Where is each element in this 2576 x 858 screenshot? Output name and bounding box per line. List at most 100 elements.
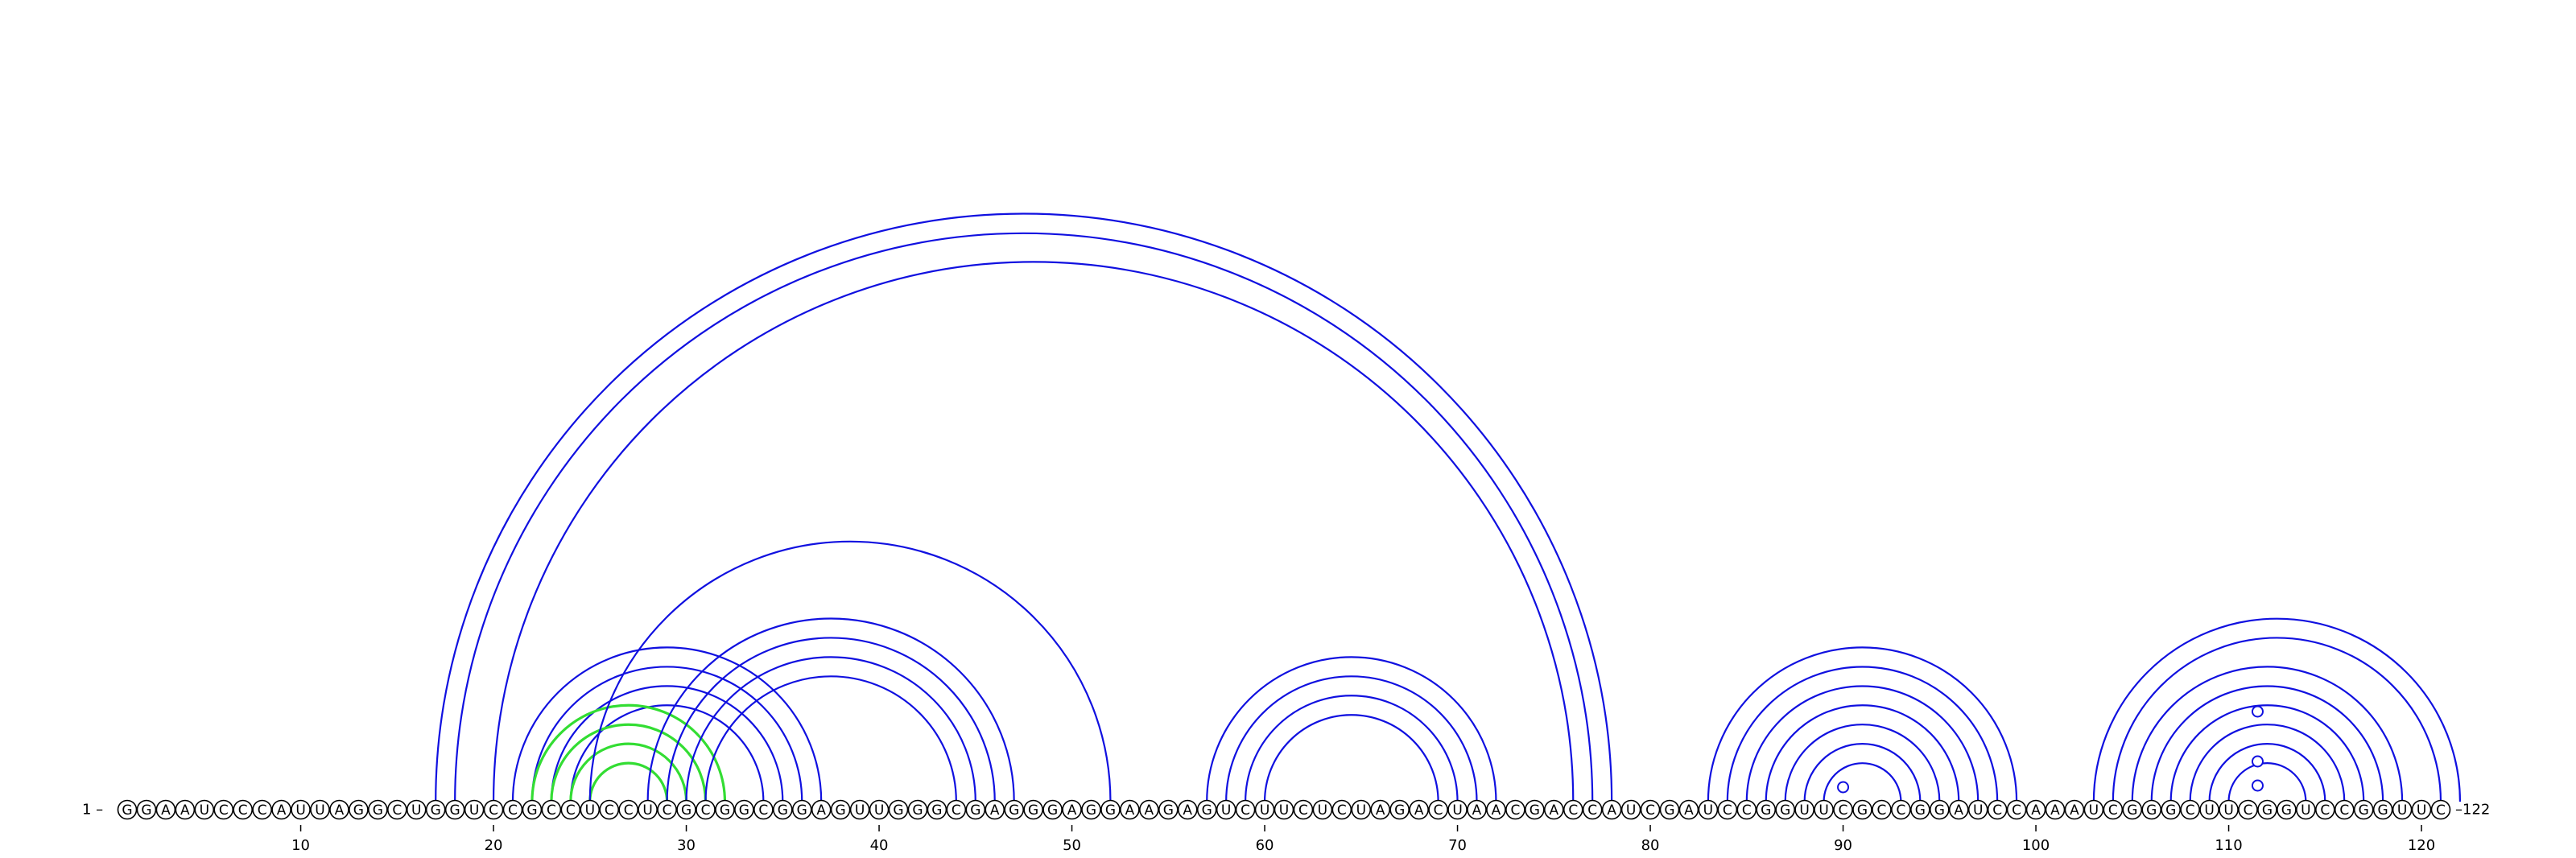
nucleotide-37: A xyxy=(812,801,831,819)
svg-text:G: G xyxy=(1934,802,1945,819)
axis-tick-label: 90 xyxy=(1834,837,1852,854)
nucleotide-90: C xyxy=(1834,801,1852,819)
svg-text:C: C xyxy=(1742,802,1752,819)
nucleotide-52: G xyxy=(1101,801,1120,819)
nucleotide-120: U xyxy=(2413,801,2431,819)
base-pair-arc-103-122 xyxy=(2094,619,2460,802)
svg-text:U: U xyxy=(642,802,652,819)
nucleotide-19: U xyxy=(465,801,484,819)
nucleotide-117: G xyxy=(2355,801,2373,819)
svg-text:G: G xyxy=(2127,802,2137,819)
svg-text:U: U xyxy=(1626,802,1636,819)
nucleotide-47: G xyxy=(1005,801,1023,819)
nucleotide-73: C xyxy=(1506,801,1525,819)
svg-text:C: C xyxy=(258,802,267,819)
svg-text:G: G xyxy=(931,802,942,819)
nucleotide-62: C xyxy=(1294,801,1312,819)
axis-tick-label: 120 xyxy=(2408,837,2435,854)
nucleotide-34: C xyxy=(754,801,773,819)
base-pair-arc-86-96 xyxy=(1766,705,1959,802)
svg-text:G: G xyxy=(1915,802,1926,819)
nucleotide-35: G xyxy=(774,801,792,819)
nucleotide-16: U xyxy=(407,801,426,819)
nucleotide-9: A xyxy=(272,801,291,819)
svg-text:G: G xyxy=(1028,802,1038,819)
nucleotide-13: G xyxy=(349,801,368,819)
nucleotide-99: C xyxy=(2008,801,2026,819)
nucleotide-77: C xyxy=(1583,801,1602,819)
svg-text:A: A xyxy=(990,802,1000,819)
nucleotide-51: G xyxy=(1082,801,1100,819)
svg-text:G: G xyxy=(1047,802,1058,819)
base-pair-arc-21-37 xyxy=(513,647,821,802)
nucleotide-78: A xyxy=(1603,801,1621,819)
svg-text:C: C xyxy=(701,802,711,819)
svg-text:C: C xyxy=(1510,802,1520,819)
svg-text:G: G xyxy=(1780,802,1790,819)
nucleotide-58: U xyxy=(1217,801,1236,819)
nucleotide-11: U xyxy=(311,801,329,819)
nucleotide-18: G xyxy=(446,801,464,819)
nucleotide-97: U xyxy=(1969,801,1988,819)
nucleotide-69: C xyxy=(1429,801,1447,819)
svg-text:U: U xyxy=(1818,802,1828,819)
svg-text:U: U xyxy=(874,802,884,819)
nucleotide-107: G xyxy=(2161,801,2180,819)
svg-text:C: C xyxy=(1587,802,1597,819)
svg-text:U: U xyxy=(2089,802,2099,819)
svg-text:U: U xyxy=(1799,802,1809,819)
nucleotide-39: U xyxy=(851,801,869,819)
svg-text:C: C xyxy=(624,802,634,819)
nucleotide-60: U xyxy=(1256,801,1274,819)
svg-text:U: U xyxy=(411,802,421,819)
svg-text:U: U xyxy=(200,802,209,819)
nucleotide-98: C xyxy=(1988,801,2007,819)
svg-text:G: G xyxy=(1086,802,1096,819)
nucleotide-38: G xyxy=(832,801,850,819)
nucleotide-8: C xyxy=(253,801,271,819)
svg-text:G: G xyxy=(2262,802,2273,819)
nucleotide-55: G xyxy=(1159,801,1178,819)
nucleotide-115: C xyxy=(2316,801,2334,819)
svg-text:A: A xyxy=(1684,802,1694,819)
nucleotide-31: C xyxy=(696,801,715,819)
svg-text:C: C xyxy=(2012,802,2021,819)
nucleotide-43: G xyxy=(927,801,946,819)
nucleotide-54: A xyxy=(1140,801,1158,819)
nucleotide-89: U xyxy=(1814,801,1833,819)
svg-text:C: C xyxy=(663,802,672,819)
base-pair-arc-28-47 xyxy=(648,618,1014,802)
base-pair-arc-57-72 xyxy=(1207,657,1496,802)
nucleotide-86: G xyxy=(1757,801,1775,819)
svg-text:C: C xyxy=(1992,802,2002,819)
base-pair-arc-31-44 xyxy=(706,676,956,802)
nucleotide-17: G xyxy=(427,801,445,819)
svg-text:A: A xyxy=(277,802,287,819)
base-pair-arc-60-69 xyxy=(1265,715,1439,802)
svg-text:C: C xyxy=(2339,802,2349,819)
nucleotide-4: A xyxy=(175,801,194,819)
svg-text:G: G xyxy=(141,802,151,819)
svg-text:G: G xyxy=(431,802,441,819)
nucleotide-83: U xyxy=(1699,801,1717,819)
base-pair-arc-104-121 xyxy=(2113,637,2441,802)
base-pair-arc-110-114 xyxy=(2229,763,2306,802)
nucleotide-110: U xyxy=(2219,801,2238,819)
nucleotide-101: A xyxy=(2046,801,2065,819)
base-pair-arc-18-77 xyxy=(455,233,1592,802)
svg-text:C: C xyxy=(547,802,556,819)
svg-text:U: U xyxy=(855,802,865,819)
svg-text:G: G xyxy=(1530,802,1540,819)
nucleotide-44: C xyxy=(947,801,965,819)
svg-text:A: A xyxy=(161,802,171,819)
nucleotide-sequence: GGAAUCCCAUUAGGCUGGUCCGCCUCCUCGCGGCGGAGUU… xyxy=(118,801,2450,819)
nucleotide-27: C xyxy=(619,801,638,819)
svg-text:G: G xyxy=(1105,802,1116,819)
svg-text:A: A xyxy=(2050,802,2060,819)
base-pair-arc-109-115 xyxy=(2210,744,2326,802)
nucleotide-100: A xyxy=(2027,801,2046,819)
nucleotide-106: G xyxy=(2142,801,2161,819)
svg-text:A: A xyxy=(1067,802,1077,819)
svg-text:A: A xyxy=(180,802,190,819)
nucleotide-80: C xyxy=(1641,801,1660,819)
